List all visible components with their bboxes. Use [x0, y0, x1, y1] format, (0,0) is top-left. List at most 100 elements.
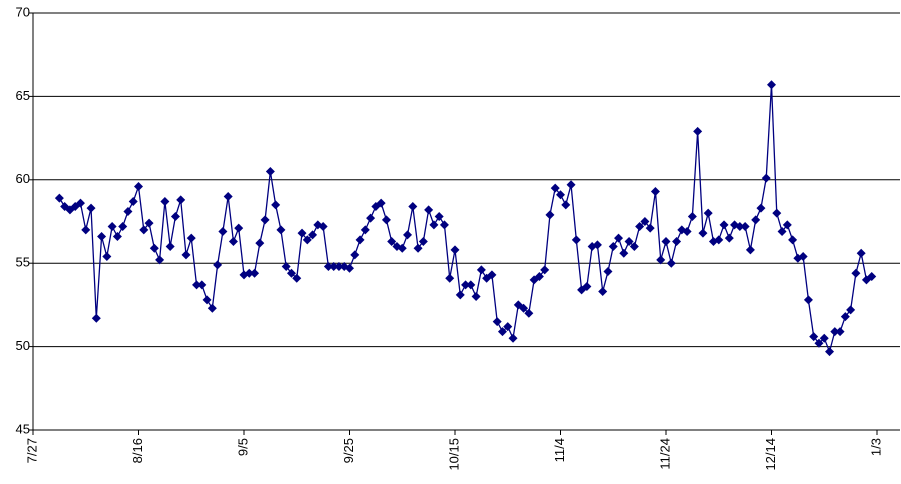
data-line	[58, 84, 873, 354]
data-point	[250, 268, 260, 278]
data-point	[666, 258, 676, 268]
x-tick-label: 9/5	[235, 438, 250, 456]
data-point	[661, 237, 671, 247]
data-point	[672, 237, 682, 247]
data-point	[102, 252, 112, 262]
data-point	[508, 333, 518, 343]
data-point	[271, 200, 281, 210]
data-point	[598, 287, 608, 297]
data-point	[476, 265, 486, 275]
data-point	[566, 180, 576, 190]
y-tick-label: 70	[16, 4, 30, 19]
data-point	[840, 312, 850, 322]
data-point	[376, 198, 386, 208]
data-point	[445, 273, 455, 283]
data-point	[181, 250, 191, 260]
data-point	[323, 262, 333, 272]
data-point	[524, 308, 534, 318]
data-point	[640, 217, 650, 226]
data-point	[286, 268, 296, 278]
data-point	[255, 238, 265, 248]
data-point	[355, 235, 365, 245]
data-point	[244, 268, 254, 278]
data-point	[835, 327, 845, 337]
y-tick-label: 65	[16, 88, 30, 103]
data-point	[624, 237, 634, 247]
data-point	[112, 232, 122, 242]
data-point	[186, 233, 196, 243]
x-tick-label: 7/27	[24, 438, 39, 463]
data-point	[466, 280, 476, 290]
data-point	[782, 220, 792, 230]
data-point	[656, 255, 666, 265]
data-point	[139, 225, 149, 235]
data-point	[213, 260, 223, 270]
y-tick-label: 50	[16, 338, 30, 353]
data-point	[429, 220, 439, 230]
data-point	[825, 347, 835, 357]
data-point	[867, 272, 877, 282]
data-point	[318, 222, 328, 232]
data-point	[329, 262, 339, 272]
data-point	[751, 215, 761, 225]
data-point	[144, 218, 154, 228]
data-point	[788, 235, 798, 245]
data-point	[503, 322, 513, 332]
data-point	[160, 196, 170, 206]
x-tick-label: 11/4	[552, 438, 567, 462]
y-tick-label: 60	[16, 171, 30, 186]
data-point	[97, 232, 107, 242]
data-point	[798, 252, 808, 262]
data-point	[123, 206, 133, 216]
x-tick-label: 11/24	[657, 438, 672, 470]
data-point	[265, 166, 275, 176]
data-point	[165, 242, 175, 252]
data-point	[809, 332, 819, 342]
data-point	[207, 303, 217, 313]
data-point	[81, 225, 91, 235]
data-point	[851, 268, 861, 278]
data-point	[134, 181, 143, 191]
data-point	[276, 225, 286, 235]
data-point	[302, 235, 312, 245]
data-point	[735, 222, 745, 232]
data-point	[176, 195, 186, 205]
data-point	[118, 222, 128, 232]
data-point	[767, 80, 776, 90]
data-point	[387, 237, 397, 247]
data-point	[308, 230, 318, 240]
data-point	[86, 203, 96, 213]
data-point	[803, 295, 813, 305]
data-point	[714, 235, 724, 245]
data-point	[75, 198, 85, 208]
data-point	[424, 205, 434, 215]
data-point	[619, 248, 629, 258]
data-point	[260, 215, 270, 225]
data-point	[687, 211, 697, 221]
data-point	[614, 233, 624, 243]
data-point	[592, 240, 602, 250]
data-point	[561, 200, 571, 210]
data-point	[545, 210, 555, 220]
data-point	[645, 223, 655, 233]
data-point	[202, 295, 212, 305]
x-tick-label: 10/15	[446, 438, 461, 471]
data-point	[635, 222, 645, 232]
data-point	[582, 282, 592, 292]
data-point	[450, 245, 460, 255]
data-point	[846, 305, 856, 315]
data-point	[218, 227, 228, 237]
data-point	[418, 237, 428, 247]
data-point	[228, 237, 238, 247]
data-point	[745, 245, 755, 255]
data-point	[350, 250, 360, 260]
data-point	[487, 270, 497, 280]
data-point	[197, 280, 207, 290]
data-point	[334, 262, 344, 272]
data-point	[814, 338, 824, 348]
data-point	[91, 313, 101, 323]
data-point	[413, 243, 423, 253]
data-point	[740, 222, 750, 232]
data-point	[461, 280, 471, 290]
